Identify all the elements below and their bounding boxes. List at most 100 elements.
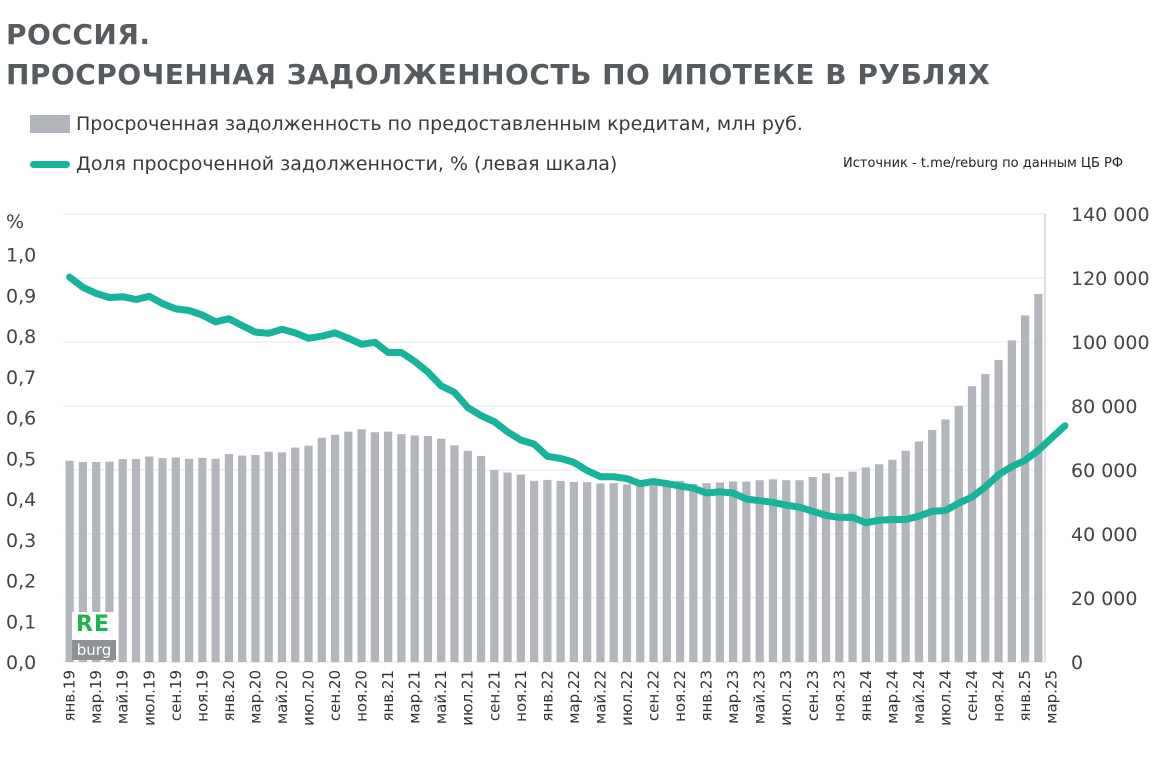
bar bbox=[1020, 315, 1030, 662]
legend-label-bars: Просроченная задолженность по предоставл… bbox=[76, 113, 803, 135]
bar bbox=[317, 437, 326, 662]
right-tick-label: 0 bbox=[1071, 652, 1083, 674]
x-tick-label: июл.21 bbox=[459, 670, 477, 726]
x-tick-label: июл.20 bbox=[300, 670, 318, 726]
left-tick-label: 0,6 bbox=[6, 408, 36, 430]
bar bbox=[636, 484, 645, 662]
right-tick-label: 140 000 bbox=[1071, 204, 1150, 226]
x-tick-label: янв.20 bbox=[220, 670, 238, 722]
bar bbox=[158, 458, 167, 662]
left-tick-label: 0,5 bbox=[6, 448, 36, 470]
reburg-logo: RE burg bbox=[72, 612, 116, 660]
left-tick-label: 0,3 bbox=[6, 530, 36, 552]
bar bbox=[875, 464, 884, 662]
source-note: Источник - t.me/reburg по данным ЦБ РФ bbox=[843, 156, 1124, 171]
bar bbox=[649, 484, 658, 662]
x-tick-label: ноя.21 bbox=[512, 670, 530, 722]
x-tick-label: май.23 bbox=[751, 670, 769, 724]
x-tick-label: ноя.22 bbox=[671, 670, 689, 722]
legend-swatch-bars bbox=[30, 115, 70, 133]
x-tick-label: мар.21 bbox=[406, 670, 424, 724]
right-tick-label: 40 000 bbox=[1071, 524, 1137, 546]
bar bbox=[529, 480, 539, 662]
bar bbox=[423, 436, 433, 662]
right-tick-label: 80 000 bbox=[1071, 396, 1137, 418]
bar bbox=[702, 483, 711, 662]
bar bbox=[251, 454, 260, 662]
x-tick-label: янв.22 bbox=[538, 670, 556, 722]
chart-title-line-1: РОССИЯ. bbox=[6, 18, 151, 51]
bar bbox=[291, 447, 300, 662]
bar bbox=[490, 470, 499, 662]
bar bbox=[596, 483, 605, 662]
right-tick-label: 60 000 bbox=[1071, 460, 1137, 482]
x-tick-label: ноя.24 bbox=[990, 670, 1008, 722]
x-tick-label: мар.22 bbox=[565, 670, 583, 724]
x-tick-label: ноя.19 bbox=[193, 670, 211, 722]
bar bbox=[131, 459, 141, 662]
bar bbox=[622, 484, 632, 662]
bar bbox=[171, 457, 180, 662]
x-tick-label: сен.22 bbox=[645, 670, 663, 721]
left-axis-unit: % bbox=[6, 211, 24, 233]
bar bbox=[503, 472, 512, 662]
x-tick-label: июл.24 bbox=[937, 670, 955, 726]
bar bbox=[609, 483, 618, 662]
bar bbox=[410, 435, 419, 662]
bar bbox=[928, 430, 937, 662]
bar bbox=[994, 359, 1003, 662]
bar bbox=[941, 419, 950, 662]
bar bbox=[238, 455, 247, 662]
left-tick-label: 0,2 bbox=[6, 571, 36, 593]
left-tick-label: 0,8 bbox=[6, 326, 36, 348]
bar bbox=[397, 434, 406, 662]
bar bbox=[888, 459, 897, 662]
bar bbox=[264, 451, 273, 662]
bar bbox=[105, 461, 114, 662]
legend-item-line: Доля просроченной задолженности, % (лева… bbox=[30, 150, 617, 178]
bar bbox=[344, 431, 353, 662]
legend-swatch-line bbox=[30, 160, 70, 168]
bar bbox=[808, 477, 817, 662]
x-tick-label: май.19 bbox=[114, 670, 132, 724]
bar bbox=[330, 434, 340, 662]
left-tick-label: 0,1 bbox=[6, 611, 36, 633]
x-tick-label: ноя.23 bbox=[830, 670, 848, 722]
x-tick-label: ноя.20 bbox=[353, 670, 371, 722]
x-tick-label: мар.19 bbox=[87, 670, 105, 724]
bar bbox=[675, 480, 685, 662]
left-tick-label: 0,0 bbox=[6, 652, 36, 674]
bar bbox=[437, 438, 446, 662]
x-tick-label: сен.20 bbox=[326, 670, 344, 721]
x-tick-label: мар.25 bbox=[1043, 670, 1061, 724]
bar bbox=[476, 455, 486, 662]
chart-title-line-2: ПРОСРОЧЕННАЯ ЗАДОЛЖЕННОСТЬ ПО ИПОТЕКЕ В … bbox=[6, 58, 991, 91]
bar bbox=[861, 467, 870, 662]
x-tick-label: мар.20 bbox=[246, 670, 264, 724]
bar bbox=[967, 386, 977, 662]
logo-text-burg: burg bbox=[72, 640, 116, 660]
bar bbox=[729, 481, 738, 662]
x-tick-label: май.20 bbox=[273, 670, 291, 724]
x-tick-label: янв.23 bbox=[698, 670, 716, 722]
bar bbox=[715, 482, 724, 662]
x-tick-label: сен.21 bbox=[485, 670, 503, 721]
x-tick-label: янв.19 bbox=[61, 670, 79, 722]
right-tick-label: 100 000 bbox=[1071, 332, 1150, 354]
right-tick-label: 20 000 bbox=[1071, 588, 1137, 610]
x-tick-label: мар.24 bbox=[883, 670, 901, 724]
x-tick-label: сен.23 bbox=[804, 670, 822, 721]
left-tick-label: 1,0 bbox=[6, 245, 36, 267]
bar bbox=[78, 462, 88, 662]
bar bbox=[835, 477, 844, 662]
x-tick-label: июл.22 bbox=[618, 670, 636, 726]
x-tick-label: янв.24 bbox=[857, 670, 875, 722]
bar bbox=[901, 450, 910, 662]
bar bbox=[384, 431, 393, 662]
share-line bbox=[66, 273, 1069, 527]
bar bbox=[357, 429, 366, 662]
bar bbox=[277, 452, 287, 662]
legend-label-line: Доля просроченной задолженности, % (лева… bbox=[76, 153, 618, 175]
x-tick-label: май.21 bbox=[432, 670, 450, 724]
bar bbox=[742, 481, 751, 662]
